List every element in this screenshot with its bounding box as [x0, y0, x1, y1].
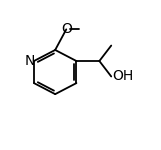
Text: OH: OH: [112, 69, 133, 83]
Text: O: O: [61, 22, 72, 36]
Text: N: N: [25, 54, 35, 68]
